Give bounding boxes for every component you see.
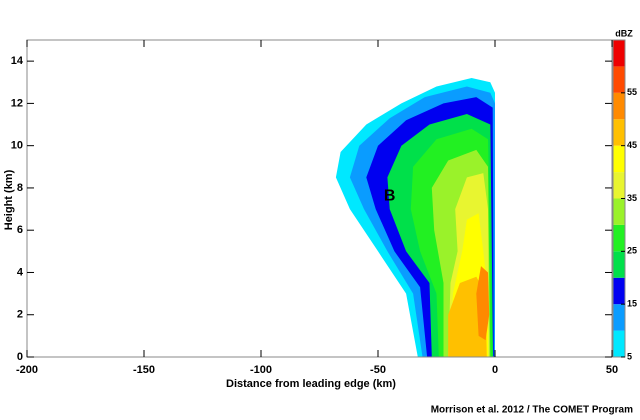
y-axis-label: Height (km) [3, 169, 15, 230]
colorbar-band [613, 330, 625, 357]
y-tick-label: 0 [17, 351, 23, 363]
y-tick-label: 8 [17, 182, 23, 194]
colorbar-tick-label: 35 [627, 193, 637, 203]
annotation: B [384, 188, 396, 205]
colorbar-band [613, 145, 625, 173]
y-tick-label: 4 [17, 266, 24, 278]
credit: Morrison et al. 2012 / The COMET Program [431, 405, 633, 416]
x-tick-label: -50 [370, 364, 386, 376]
colorbar-tick-label: 15 [627, 299, 637, 309]
y-tick-label: 6 [17, 224, 23, 236]
colorbar-band [613, 172, 625, 199]
colorbar-tick-label: 25 [627, 246, 637, 256]
colorbar-band [613, 304, 625, 331]
colorbar-band [613, 224, 625, 252]
plot-frame [26, 39, 613, 358]
colorbar-band [613, 92, 625, 120]
x-axis-label: Distance from leading edge (km) [226, 378, 396, 390]
y-tick-label: 12 [11, 97, 23, 109]
colorbar-tick-label: 55 [627, 87, 637, 97]
x-tick-label: -150 [133, 364, 155, 376]
x-tick-label: 0 [492, 364, 498, 376]
colorbar-band [613, 251, 625, 278]
colorbar-band [613, 198, 625, 225]
colorbar-band [613, 66, 625, 93]
x-tick-label: 50 [606, 364, 618, 376]
y-tick-label: 10 [11, 140, 23, 152]
colorbar-band [613, 277, 625, 305]
colorbar-band [613, 40, 625, 67]
x-tick-label: -200 [16, 364, 38, 376]
y-tick-label: 14 [11, 55, 24, 67]
colorbar-tick-label: 45 [627, 140, 637, 150]
colorbar-tick-label: 5 [627, 351, 632, 361]
x-tick-label: -100 [250, 364, 272, 376]
colorbar-label: dBZ [615, 28, 633, 38]
contour-region [476, 266, 490, 341]
colorbar-band [613, 119, 625, 146]
y-tick-label: 2 [17, 309, 23, 321]
